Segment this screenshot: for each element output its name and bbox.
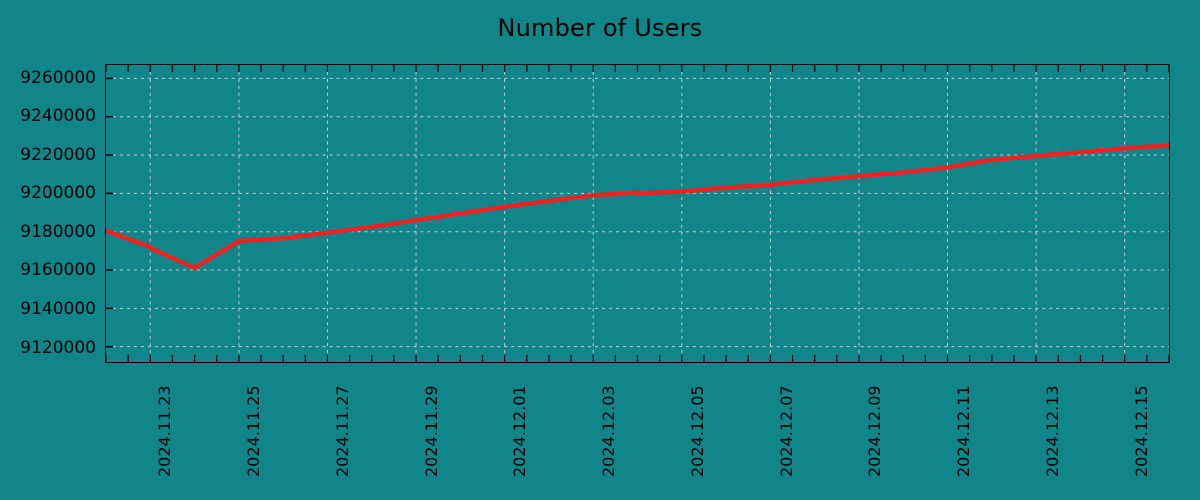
y-tick-label: 9200000 [20,183,96,204]
x-tick-label: 2024.12.15 [1131,385,1151,477]
x-tick-label: 2024.11.23 [155,385,175,477]
x-tick-label: 2024.11.27 [332,385,352,477]
y-tick-label: 9220000 [20,144,96,165]
plot-area [105,64,1170,363]
x-tick-label: 2024.12.13 [1042,385,1062,477]
plot-svg [106,65,1169,362]
x-tick-label: 2024.12.03 [599,385,619,477]
y-axis-ticks [106,77,113,348]
y-tick-label: 9180000 [20,221,96,242]
x-tick-label: 2024.12.05 [687,385,707,477]
x-tick-label: 2024.12.11 [954,385,974,477]
y-tick-label: 9140000 [20,298,96,319]
x-axis-ticks [106,65,1169,362]
y-tick-label: 9260000 [20,67,96,88]
x-tick-label: 2024.12.01 [510,385,530,477]
vertical-gridlines [149,65,1126,362]
x-tick-label: 2024.12.07 [776,385,796,477]
data-line-number-of-users [106,143,1169,271]
x-tick-label: 2024.11.29 [421,385,441,477]
horizontal-gridlines [106,77,1169,348]
y-tick-label: 9240000 [20,106,96,127]
chart-title: Number of Users [497,14,703,42]
x-tick-label: 2024.12.09 [865,385,885,477]
x-tick-label: 2024.11.25 [244,385,264,477]
y-tick-label: 9160000 [20,260,96,281]
y-tick-label: 9120000 [20,337,96,358]
